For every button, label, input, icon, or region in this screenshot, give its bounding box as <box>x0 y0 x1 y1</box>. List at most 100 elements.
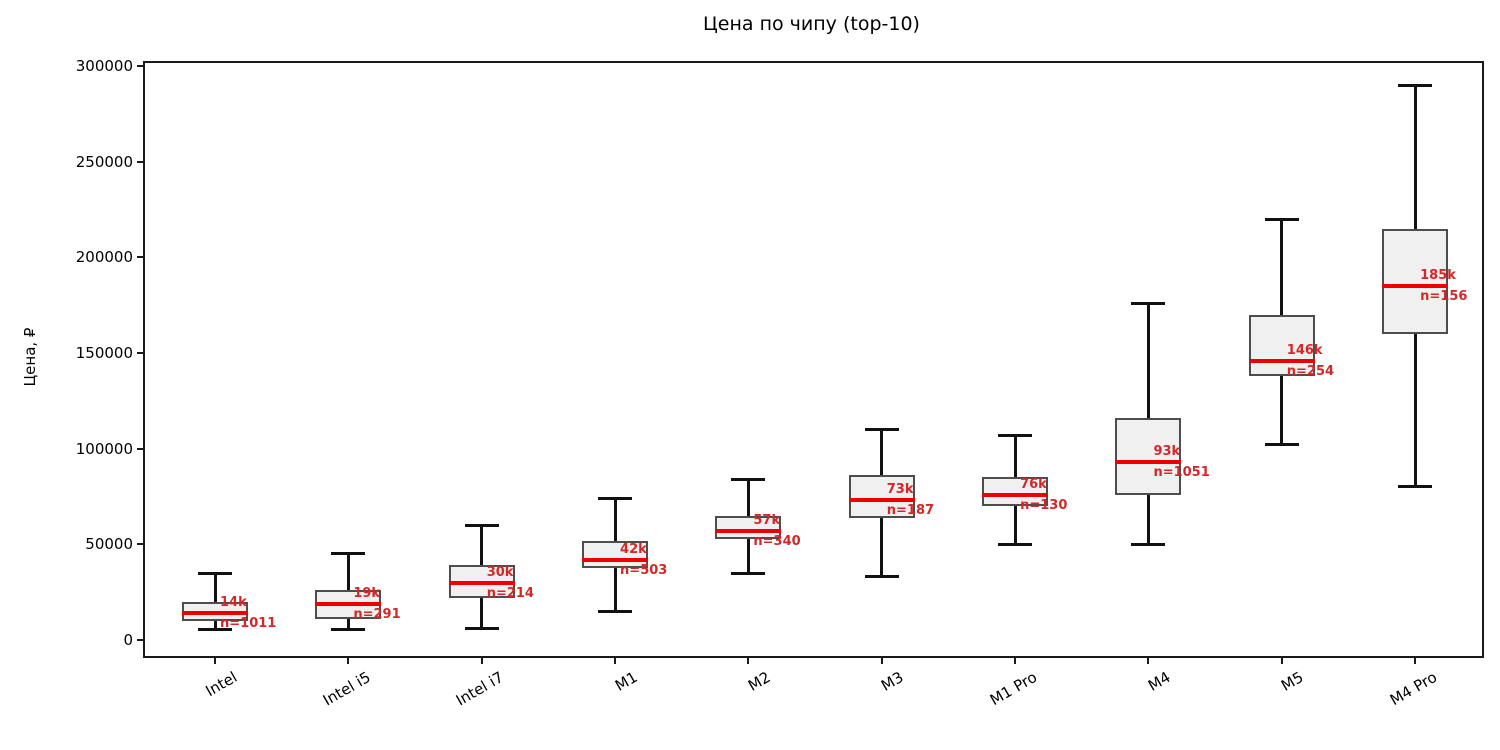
median-line <box>982 492 1049 497</box>
median-value-text: 93k <box>1153 444 1181 460</box>
sample-count-text: n=156 <box>1420 289 1468 305</box>
median-value-text: 146k <box>1286 342 1323 358</box>
sample-count-text: n=340 <box>753 533 801 549</box>
whisker-cap-bottom <box>598 609 633 613</box>
x-tick-label-m3: M3 <box>878 668 907 695</box>
x-tick-label-m4: M4 <box>1144 668 1174 695</box>
whisker-cap-top <box>1398 83 1433 87</box>
whisker-cap-top <box>198 571 232 575</box>
y-tick-mark <box>137 639 145 641</box>
median-value-text: 14k <box>220 595 247 611</box>
median-line <box>582 557 649 562</box>
whisker-cap-top <box>1264 217 1299 221</box>
box-rect <box>1382 228 1449 334</box>
median-line <box>715 528 782 533</box>
box-m3: 73k n=187 <box>145 63 1482 656</box>
box-intel-i5: 19k n=291 <box>145 63 1482 656</box>
box-rect <box>982 477 1049 507</box>
sample-count-text: n=1011 <box>220 616 277 632</box>
y-tick-mark <box>137 447 145 450</box>
sample-count-text: n=187 <box>886 503 935 519</box>
box-m2: 57k n=340 <box>145 63 1482 656</box>
whisker-cap-bottom <box>731 571 766 575</box>
median-line <box>848 498 915 503</box>
y-tick-mark <box>137 65 145 67</box>
box-rect <box>715 515 782 539</box>
median-value-text: 42k <box>620 541 647 557</box>
box-m1: 42k n=503 <box>145 63 1482 656</box>
x-tick-mark <box>880 656 883 664</box>
box-rect <box>1115 418 1182 495</box>
x-tick-label-intel-i7: Intel i7 <box>452 668 507 710</box>
median-label: 76k n=130 <box>1020 477 1067 513</box>
y-tick-label: 100000 <box>75 439 133 458</box>
median-value-text: 76k <box>1020 476 1047 492</box>
x-tick-mark <box>747 656 750 664</box>
x-tick-mark <box>1280 656 1283 664</box>
whisker-cap-bottom <box>464 627 499 631</box>
box-m5: 146k n=254 <box>145 63 1482 656</box>
x-tick-label-intel: Intel <box>202 668 240 701</box>
x-tick-label-m2: M2 <box>744 668 774 695</box>
median-label: 93k n=1051 <box>1153 444 1209 480</box>
whisker-cap-top <box>731 477 766 481</box>
median-value-text: 57k <box>753 512 781 528</box>
whisker-line <box>1146 303 1150 545</box>
y-axis-label: Цена, ₽ <box>21 327 39 387</box>
x-tick-label-intel-i5: Intel i5 <box>319 668 374 710</box>
box-m4: 93k n=1051 <box>145 63 1482 656</box>
median-label: 14k n=1011 <box>220 595 276 631</box>
x-tick-mark <box>614 656 617 664</box>
median-line <box>315 601 382 606</box>
x-tick-mark <box>1414 656 1417 664</box>
whisker-cap-bottom <box>1131 542 1166 546</box>
box-m1-pro: 76k n=130 <box>145 63 1482 656</box>
whisker-cap-top <box>864 428 899 432</box>
median-value-text: 185k <box>1420 268 1456 284</box>
median-label: 185k n=156 <box>1420 268 1467 304</box>
sample-count-text: n=254 <box>1286 363 1335 379</box>
sample-count-text: n=291 <box>353 606 401 622</box>
y-tick-label: 0 <box>123 631 133 649</box>
box-rect <box>182 601 248 621</box>
y-tick-label: 50000 <box>85 535 133 554</box>
median-value-text: 30k <box>486 564 514 580</box>
x-tick-label-m1: M1 <box>611 668 641 695</box>
whisker-line <box>1413 85 1417 487</box>
y-tick-mark <box>137 256 145 259</box>
median-label: 30k n=214 <box>487 565 534 601</box>
whisker-line <box>1013 435 1017 545</box>
median-line <box>1248 358 1315 363</box>
whisker-cap-bottom <box>1264 443 1299 447</box>
median-label: 57k n=340 <box>753 513 800 549</box>
y-tick-label: 150000 <box>75 344 133 362</box>
x-tick-label-m1-pro: M1 Pro <box>986 668 1041 710</box>
median-label: 146k n=254 <box>1287 343 1334 379</box>
whisker-line <box>213 573 217 630</box>
box-rect <box>582 540 649 569</box>
whisker-cap-top <box>331 552 366 556</box>
box-intel: 14k n=1011 <box>145 63 1482 656</box>
box-rect <box>448 565 515 598</box>
x-tick-mark <box>480 656 483 664</box>
whisker-line <box>1280 219 1284 445</box>
whisker-cap-top <box>464 523 499 527</box>
median-line <box>182 611 248 616</box>
box-m4-pro: 185k n=156 <box>145 63 1482 656</box>
median-label: 42k n=503 <box>620 542 667 578</box>
sample-count-text: n=130 <box>1020 497 1068 513</box>
y-tick-mark <box>137 543 145 546</box>
whisker-line <box>346 553 350 630</box>
whisker-cap-bottom <box>198 627 232 631</box>
x-tick-label-m5: M5 <box>1278 668 1307 695</box>
y-tick-mark <box>137 160 145 163</box>
whisker-line <box>613 498 617 612</box>
x-tick-mark <box>214 656 216 664</box>
y-tick-label: 200000 <box>75 248 133 267</box>
box-rect <box>848 475 915 518</box>
median-value-text: 73k <box>886 482 914 498</box>
box-rect <box>315 590 382 619</box>
median-line <box>1382 284 1449 289</box>
median-line <box>448 580 515 585</box>
